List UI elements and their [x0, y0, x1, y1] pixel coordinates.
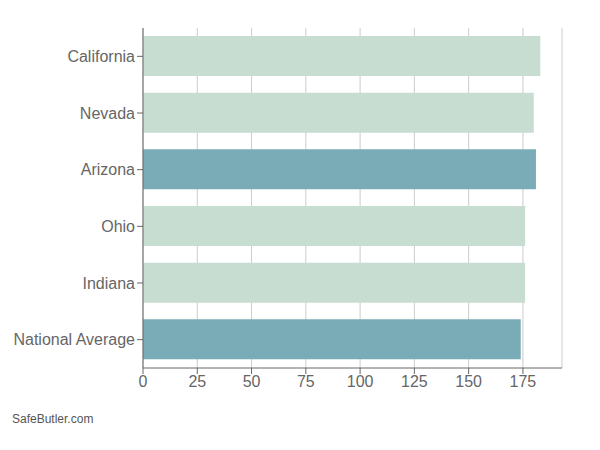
svg-text:175: 175 — [510, 373, 537, 390]
svg-text:25: 25 — [188, 373, 206, 390]
svg-text:National Average: National Average — [13, 331, 135, 348]
svg-text:0: 0 — [139, 373, 148, 390]
svg-text:75: 75 — [297, 373, 315, 390]
svg-text:Arizona: Arizona — [81, 161, 135, 178]
svg-text:Indiana: Indiana — [83, 275, 136, 292]
svg-text:Nevada: Nevada — [80, 105, 135, 122]
html-text:SafeButler.com: SafeButler.com — [12, 412, 94, 426]
svg-text:California: California — [67, 48, 135, 65]
svg-text:150: 150 — [455, 373, 482, 390]
svg-text:125: 125 — [401, 373, 428, 390]
svg-text:100: 100 — [347, 373, 374, 390]
svg-text:Ohio: Ohio — [101, 218, 135, 235]
svg-text:50: 50 — [243, 373, 261, 390]
